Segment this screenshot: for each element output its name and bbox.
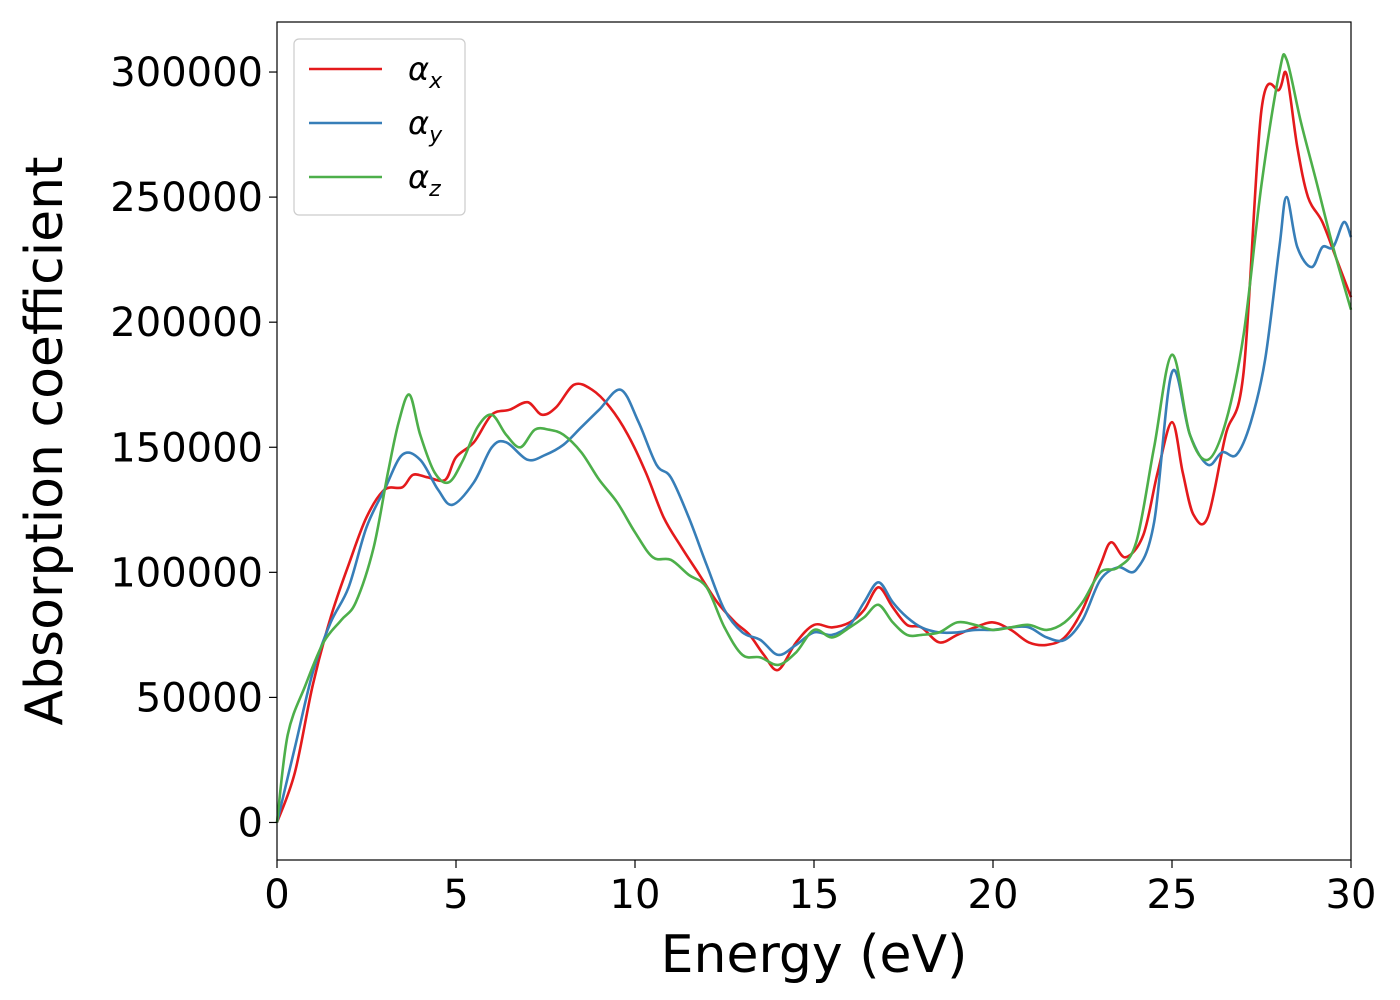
legend-subscript: z — [428, 177, 441, 202]
y-tick-label: 50000 — [136, 675, 263, 721]
series-line-z — [275, 53, 1353, 823]
y-tick-label: 250000 — [110, 175, 263, 221]
legend-box — [293, 38, 466, 216]
legend-label-z: αz — [408, 158, 441, 202]
legend-alpha: α — [408, 50, 429, 88]
legend-subscript: x — [428, 69, 443, 94]
y-axis-ticks: 0 50000 100000 150000 200000 250000 300000 — [110, 50, 277, 846]
x-axis-label: Energy (eV) — [661, 925, 968, 985]
series-line-y — [275, 195, 1353, 823]
x-tick-label: 15 — [789, 872, 840, 918]
legend-label-y: αy — [408, 104, 443, 148]
y-tick-label: 200000 — [110, 300, 263, 346]
y-tick-label: 0 — [238, 800, 263, 846]
y-tick-label: 150000 — [110, 425, 263, 471]
x-tick-label: 10 — [610, 872, 661, 918]
x-tick-label: 25 — [1147, 872, 1198, 918]
plot-lines — [275, 53, 1353, 823]
x-tick-label: 30 — [1326, 872, 1377, 918]
y-tick-label: 100000 — [110, 550, 263, 596]
x-axis-ticks: 0 5 10 15 20 25 30 — [264, 860, 1376, 918]
x-tick-label: 5 — [443, 872, 468, 918]
legend-label-x: αx — [408, 50, 443, 94]
legend-subscript: y — [428, 123, 443, 148]
legend-alpha: α — [408, 158, 429, 196]
y-tick-label: 300000 — [110, 50, 263, 96]
y-axis-label: Absorption coefficient — [15, 156, 75, 725]
x-tick-label: 0 — [264, 872, 289, 918]
legend-alpha: α — [408, 104, 429, 142]
x-tick-label: 20 — [968, 872, 1019, 918]
